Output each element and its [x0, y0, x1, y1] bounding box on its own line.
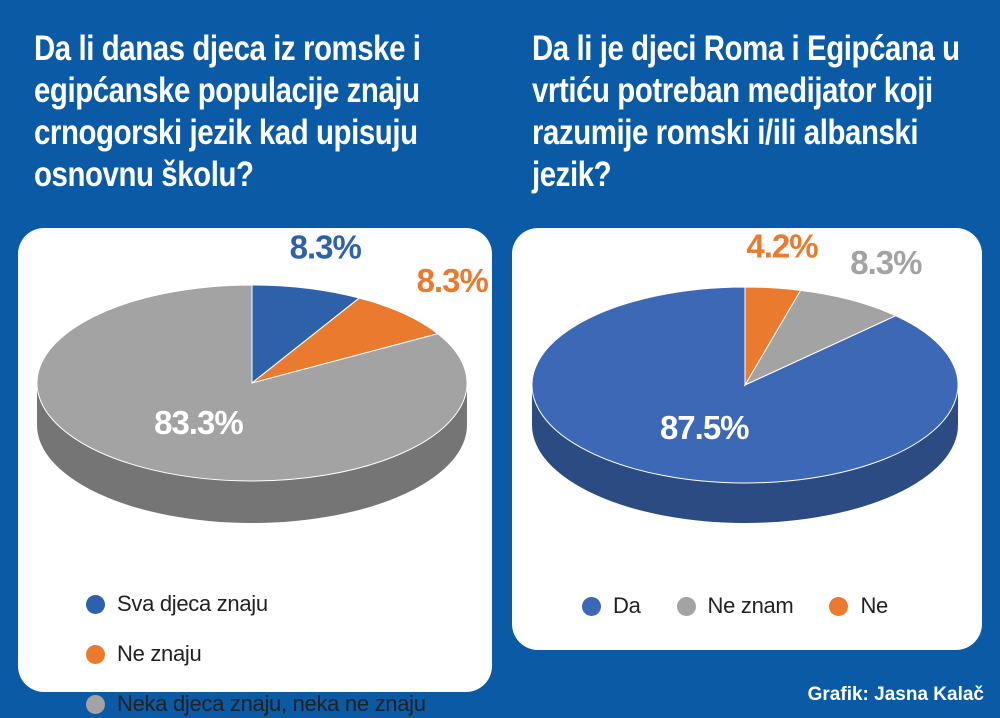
chart-panel: 8.3% 8.3% 83.3% Sva djeca znaju Ne znaju Nek…	[18, 228, 492, 716]
legend-marker	[676, 596, 696, 616]
pie-slice	[744, 286, 802, 387]
legend-item: Ne znam	[676, 593, 794, 619]
chart-title: Da li danas djeca iz romske i egipćanske…	[34, 29, 421, 194]
legend-item: Ne	[829, 593, 888, 619]
legend-item: Neka djeca znaju, neka ne znaju	[86, 691, 426, 717]
legend: Sva djeca znaju Ne znaju Neka djeca znaju,…	[86, 591, 486, 718]
pie-side	[532, 385, 958, 523]
data-label: 8.3%	[417, 262, 489, 299]
legend: Da Ne znam Ne	[582, 593, 982, 643]
data-label: 4.2%	[746, 228, 818, 264]
legend-label: Ne	[860, 593, 888, 618]
legend-marker	[86, 594, 105, 614]
legend-label: Ne znaju	[117, 641, 202, 666]
legend-marker	[86, 644, 105, 664]
legend-marker	[829, 596, 849, 616]
legend-label: Neka djeca znaju, neka ne znaju	[117, 691, 426, 716]
data-label: 83.3%	[154, 404, 243, 441]
pie-slice	[251, 297, 439, 384]
chart-title: Da li je djeci Roma i Egipćana u vrtiću …	[532, 29, 960, 194]
legend-marker	[86, 694, 105, 714]
pie-slice	[36, 284, 468, 482]
pie-side	[37, 383, 467, 523]
data-label: 87.5%	[660, 409, 749, 446]
data-label: 8.3%	[850, 244, 922, 281]
data-label: 8.3%	[290, 229, 362, 266]
pie-slice	[743, 289, 897, 387]
legend-label: Da	[613, 593, 641, 618]
pie-chart: 8.3% 8.3% 83.3%	[36, 229, 489, 523]
legend-label: Ne znam	[707, 593, 794, 618]
chart-panel: 87.5% 8.3% 4.2% Da Ne znam Ne	[512, 228, 982, 650]
legend-item: Da	[582, 593, 641, 619]
legend-marker	[582, 596, 601, 616]
legend-item: Ne znaju	[86, 641, 202, 667]
pie-chart: 87.5% 8.3% 4.2%	[531, 228, 959, 523]
pie-slice	[531, 286, 959, 484]
pie-slice	[251, 284, 361, 385]
legend-label: Sva djeca znaju	[117, 591, 268, 616]
credit: Grafik: Jasna Kalač	[807, 684, 984, 705]
legend-item: Sva djeca znaju	[86, 591, 268, 617]
